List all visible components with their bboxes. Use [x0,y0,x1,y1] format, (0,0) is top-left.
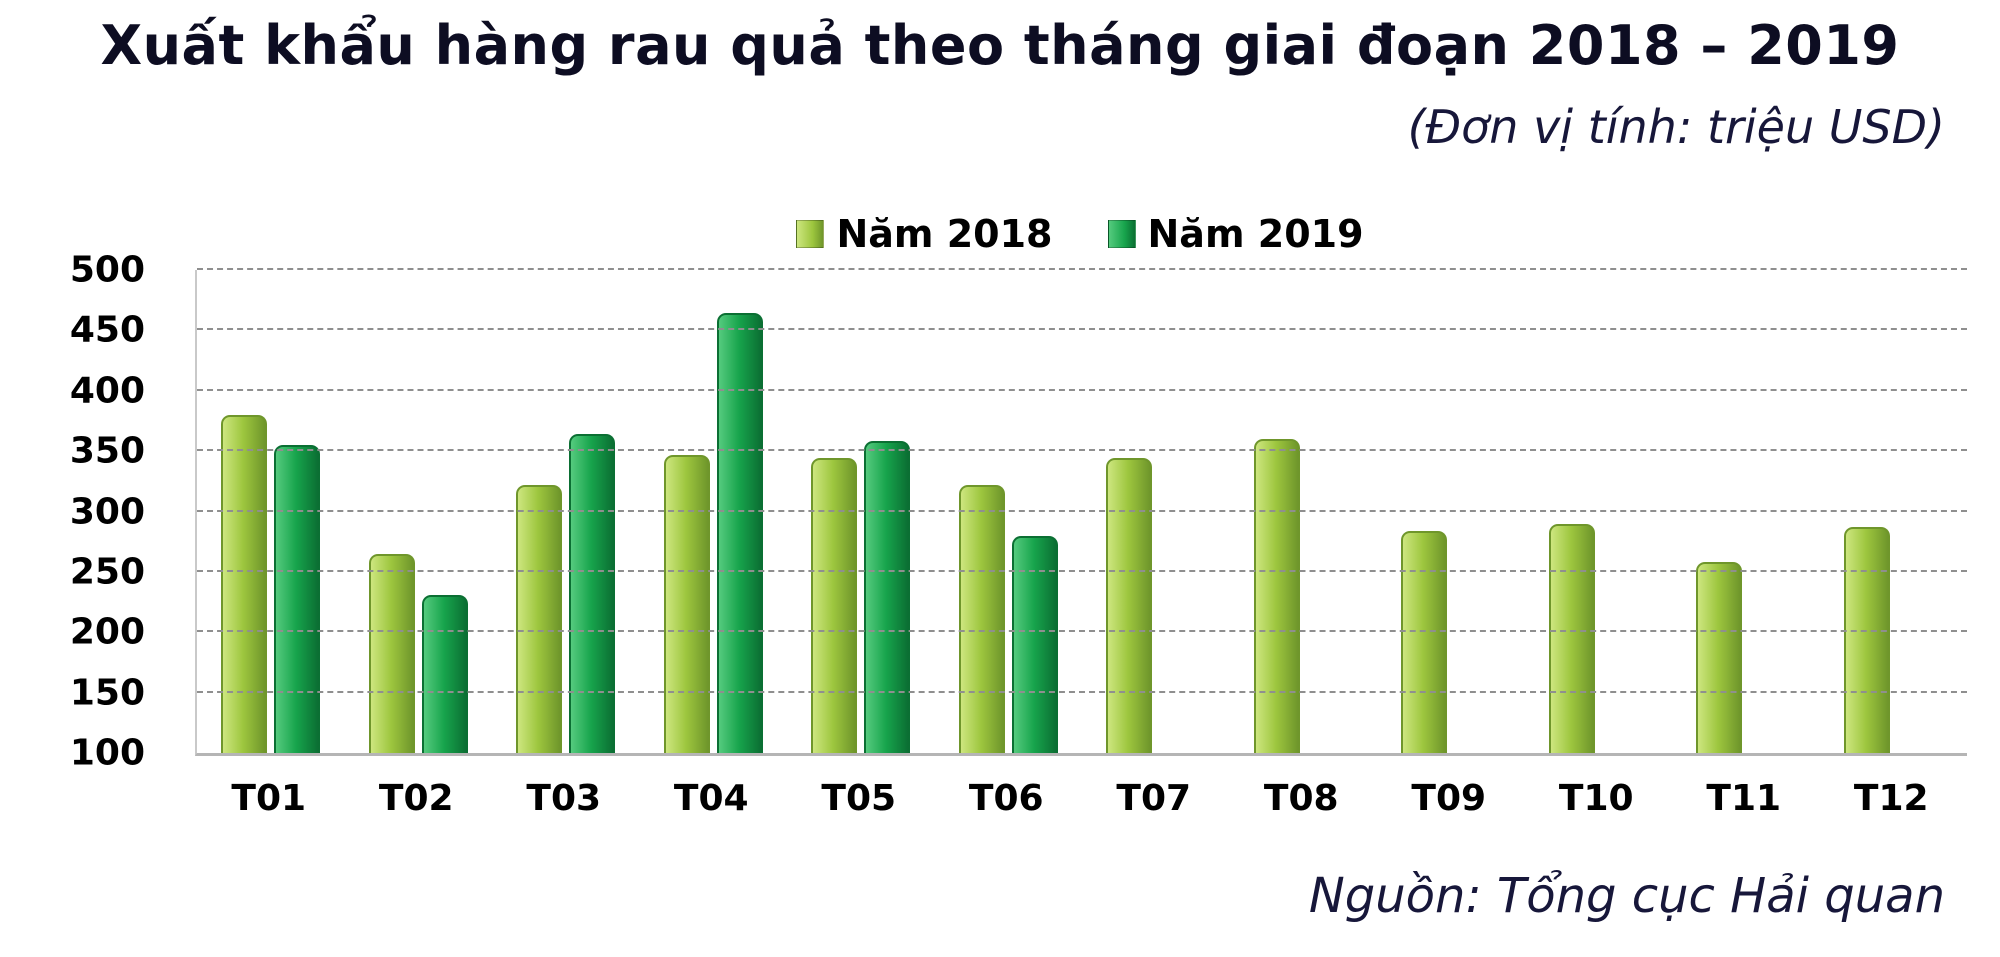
y-tick-label: 500 [69,249,145,291]
bar-năm-2018-t10 [1548,523,1595,753]
x-tick-label: T07 [1116,778,1192,819]
x-tick-label: T12 [1853,778,1929,819]
gridline [197,328,1967,331]
legend-swatch [1107,220,1136,248]
bar-group-t08 [1230,270,1378,753]
bar-group-t01 [197,270,345,753]
gridline [197,268,1967,270]
bar-năm-2018-t07 [1106,458,1153,753]
bar-năm-2018-t05 [811,458,858,753]
bar-group-t03 [492,270,640,753]
bar-group-t12 [1820,270,1968,753]
unit-note: (Đơn vị tính: triệu USD) [1407,100,1945,154]
bar-groups [197,270,1967,753]
x-tick-label: T05 [821,778,897,819]
gridline [197,630,1967,633]
bar-năm-2018-t03 [516,484,563,753]
y-tick-label: 200 [69,611,145,653]
legend: Năm 2018 Năm 2019 [195,212,1965,256]
x-tick-label: T06 [968,778,1044,819]
bar-năm-2019-t05 [864,441,911,753]
bar-năm-2018-t09 [1401,530,1448,753]
y-tick-label: 400 [69,370,145,412]
bar-năm-2018-t06 [958,484,1005,753]
gridline [197,388,1967,391]
y-tick-label: 450 [69,309,145,351]
legend-swatch [796,220,825,248]
y-tick-label: 100 [69,732,145,774]
x-tick-label: T09 [1411,778,1487,819]
x-tick-label: T01 [231,778,307,819]
bar-group-t06 [935,270,1083,753]
bar-năm-2019-t03 [569,434,616,753]
legend-item: Năm 2018 [796,212,1053,256]
source-note: Nguồn: Tổng cục Hải quan [1308,868,1945,924]
bar-group-t10 [1525,270,1673,753]
bar-năm-2019-t01 [274,445,321,753]
bar-năm-2019-t06 [1011,535,1058,753]
bar-năm-2019-t02 [421,594,468,753]
gridline [197,569,1967,572]
chart-title: Xuất khẩu hàng rau quả theo tháng giai đ… [100,14,1900,77]
bar-năm-2018-t08 [1253,439,1300,753]
bar-năm-2018-t12 [1843,527,1890,753]
bar-group-t05 [787,270,935,753]
x-tick-label: T11 [1706,778,1782,819]
gridline [197,449,1967,452]
x-tick-label: T04 [673,778,749,819]
bar-group-t04 [640,270,788,753]
x-axis-labels: T01 T02 T03 T04 T05 T06 T07 T08 T09 T10 T11 T12 [195,778,1965,819]
bar-group-t11 [1672,270,1820,753]
bar-năm-2018-t01 [221,414,268,753]
gridline [197,509,1967,512]
legend-label: Năm 2019 [1147,212,1364,256]
gridline [197,690,1967,693]
bar-group-t07 [1082,270,1230,753]
x-tick-label: T02 [378,778,454,819]
x-tick-label: T08 [1263,778,1339,819]
bar-group-t09 [1377,270,1525,753]
legend-item: Năm 2019 [1107,212,1364,256]
legend-label: Năm 2018 [836,212,1053,256]
bar-năm-2019-t04 [716,313,763,753]
y-tick-label: 350 [69,430,145,472]
bar-năm-2018-t04 [663,454,710,753]
x-tick-label: T10 [1558,778,1634,819]
x-tick-label: T03 [526,778,602,819]
bar-group-t02 [345,270,493,753]
y-axis-labels: 100 150 200 250 300 350 400 450 500 [0,250,170,774]
y-tick-label: 250 [69,551,145,593]
bar-năm-2018-t02 [368,553,415,753]
y-tick-label: 300 [69,491,145,532]
y-tick-label: 150 [69,672,145,714]
bar-năm-2018-t11 [1696,562,1743,753]
plot-area [195,268,1967,756]
